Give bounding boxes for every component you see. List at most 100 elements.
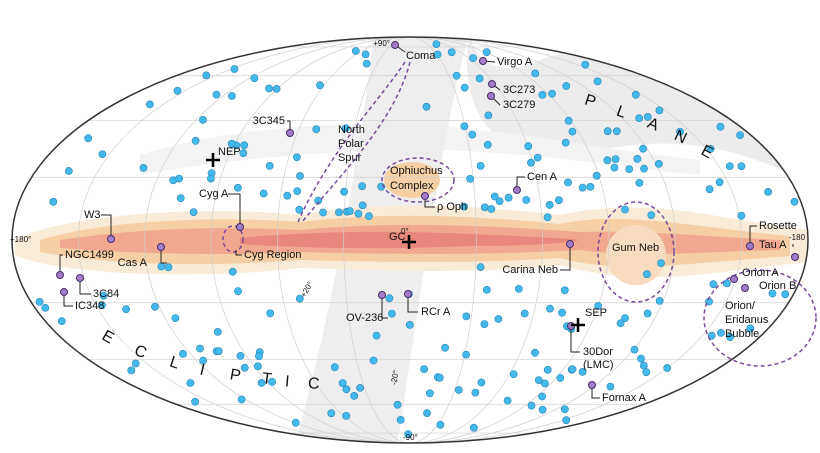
source-dot — [538, 392, 546, 401]
source-dot — [640, 164, 648, 173]
source-dot — [568, 127, 577, 136]
source-dot — [240, 141, 249, 150]
source-dot — [296, 172, 304, 180]
source-label: Orion/ — [725, 300, 756, 312]
source-dot — [199, 356, 207, 365]
source-label: Cyg A — [199, 188, 229, 200]
source-dot — [487, 205, 496, 213]
source-dot — [250, 74, 259, 83]
source-label: Coma — [406, 50, 436, 62]
source-dot — [647, 211, 656, 219]
source-marker — [566, 240, 574, 248]
source-marker — [56, 271, 64, 279]
source-dot — [716, 122, 725, 131]
source-dot — [454, 386, 463, 394]
source-dot — [706, 144, 715, 153]
source-dot — [405, 320, 414, 329]
source-dot — [191, 397, 199, 406]
source-dot — [64, 167, 73, 175]
source-dot — [272, 85, 281, 93]
source-dot — [227, 139, 236, 148]
source-dot — [625, 165, 634, 173]
source-dot — [790, 197, 799, 206]
source-dot — [707, 331, 716, 340]
source-dot — [663, 364, 672, 372]
source-dot — [495, 197, 504, 205]
leader — [570, 326, 600, 399]
source-dot — [460, 83, 469, 92]
source-dot — [564, 116, 573, 125]
source-dot — [293, 187, 302, 195]
source-dot — [435, 373, 444, 382]
source-dot — [433, 50, 442, 59]
source-dot — [637, 354, 645, 363]
source-label: Eridanus — [725, 314, 769, 326]
source-dots — [35, 40, 799, 439]
source-label: Cen A — [527, 171, 558, 183]
source-dot — [372, 331, 381, 340]
source-dot — [655, 106, 664, 115]
ophiuchus-cloud — [384, 162, 440, 198]
source-dot — [265, 161, 274, 170]
source-dot — [175, 174, 183, 183]
gum-nebula-outline — [597, 201, 675, 303]
source-label: Tau A — [759, 239, 787, 251]
source-dot — [312, 125, 321, 134]
source-dot — [558, 308, 566, 317]
source-dot — [494, 315, 503, 323]
source-dot — [475, 74, 484, 83]
source-dot — [131, 359, 140, 368]
source-dot — [387, 309, 396, 318]
source-dot — [616, 319, 625, 328]
source-dot — [233, 183, 242, 192]
source-dot — [654, 159, 663, 168]
source-dot — [560, 405, 569, 414]
source-dot — [548, 89, 556, 98]
source-dot — [764, 187, 772, 196]
source-dot — [98, 150, 107, 159]
source-dot — [560, 286, 569, 295]
source-dot — [460, 122, 469, 131]
source-dot — [736, 131, 744, 139]
source-dot — [350, 391, 359, 400]
source-dot — [206, 174, 215, 183]
source-dot — [196, 344, 204, 353]
plane-letter: P — [582, 92, 598, 112]
source-dot — [484, 111, 493, 120]
source-marker — [404, 290, 412, 298]
source-dot — [642, 368, 651, 377]
source-dot — [520, 309, 529, 318]
source-dot — [468, 130, 477, 139]
source-dot — [592, 171, 601, 180]
leader — [101, 214, 112, 239]
source-dot — [578, 183, 587, 192]
source-dot — [524, 142, 533, 151]
source-dot — [122, 305, 130, 314]
source-dot — [57, 317, 66, 325]
ecliptic-letter: I — [284, 373, 291, 390]
source-dot — [737, 211, 746, 220]
gum-cloud — [606, 225, 666, 285]
source-dot — [447, 48, 456, 57]
source-dot — [341, 124, 350, 133]
leader — [228, 193, 241, 227]
source-dot — [268, 377, 276, 386]
source-dot — [319, 208, 327, 217]
coord-label: +90° — [373, 39, 390, 48]
source-dot — [546, 304, 554, 313]
source-label: Cyg Region — [244, 249, 301, 261]
source-dot — [514, 284, 523, 293]
ecliptic-letter: C — [308, 375, 321, 393]
source-dot — [150, 302, 159, 311]
source-dot — [503, 396, 512, 405]
north-polar-spur-outline — [297, 61, 406, 223]
leader — [381, 294, 418, 319]
source-dot — [631, 90, 640, 99]
source-dot — [612, 127, 621, 136]
source-dot — [509, 370, 518, 379]
source-dot — [538, 405, 547, 414]
source-dot — [335, 208, 343, 217]
source-dot — [49, 197, 58, 206]
source-label: Orion B — [759, 280, 796, 292]
source-label: 30Dor — [583, 346, 613, 358]
